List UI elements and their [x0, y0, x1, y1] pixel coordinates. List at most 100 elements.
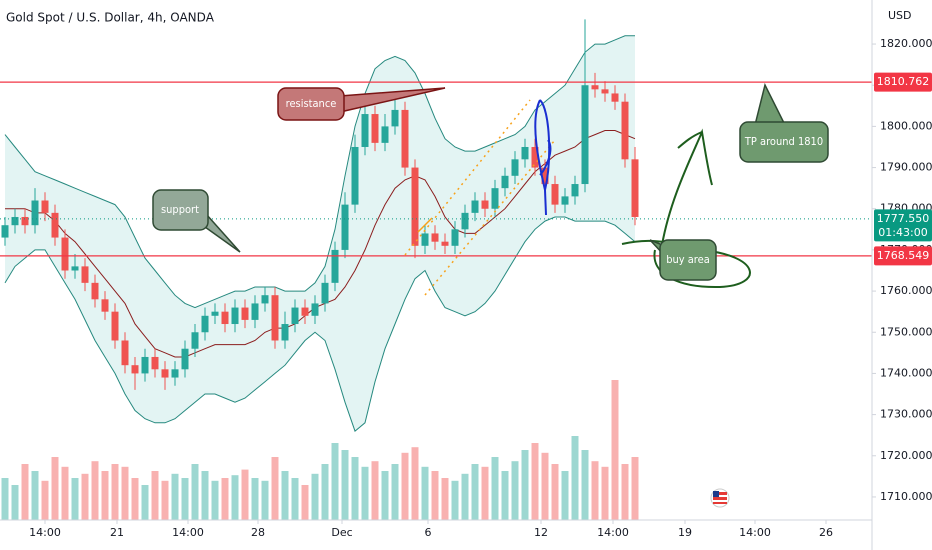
- volume-bar: [631, 457, 639, 520]
- volume-bar: [461, 473, 469, 520]
- volume-bar: [531, 443, 539, 520]
- candle-body: [291, 307, 299, 325]
- volume-bar: [21, 464, 29, 520]
- candle-body: [111, 311, 119, 341]
- volume-bar: [151, 471, 159, 520]
- candle-body: [11, 216, 19, 226]
- volume-bar: [161, 480, 169, 520]
- candle-body: [521, 146, 529, 160]
- candle-body: [171, 369, 179, 378]
- y-tick-label: 1740.000: [880, 366, 932, 379]
- volume-bar: [191, 464, 199, 520]
- candle-body: [91, 282, 99, 300]
- volume-bar: [181, 478, 189, 520]
- price-tag: [874, 72, 932, 92]
- candle-body: [251, 303, 259, 320]
- volume-bar: [621, 464, 629, 520]
- flag-stripe: [713, 492, 727, 495]
- candle-body: [241, 307, 249, 320]
- volume-bar: [541, 452, 549, 520]
- volume-bar: [441, 478, 449, 520]
- volume-bar: [321, 464, 329, 520]
- volume-bar: [401, 452, 409, 520]
- candle-body: [1, 225, 9, 238]
- volume-bar: [201, 471, 209, 520]
- volume-bar: [341, 450, 349, 520]
- candle-body: [41, 200, 49, 213]
- volume-bar: [311, 473, 319, 520]
- volume-bar: [421, 466, 429, 520]
- volume-bar: [261, 480, 269, 520]
- band-upper: [4, 35, 635, 309]
- volume-bar: [131, 478, 139, 520]
- candle-body: [401, 109, 409, 168]
- callout-box: [659, 239, 717, 281]
- candle-body: [351, 146, 359, 205]
- y-tick-label: 1760.000: [880, 284, 932, 297]
- x-tick-label: 14:00: [739, 526, 771, 539]
- annotation: resistance: [286, 97, 337, 110]
- candle-body: [591, 85, 599, 90]
- candle-body: [491, 188, 499, 209]
- candle-body: [51, 212, 59, 238]
- volume-bar: [71, 478, 79, 520]
- volume-bar: [141, 485, 149, 520]
- candle-body: [391, 109, 399, 127]
- band-fill: [5, 35, 635, 432]
- candle-body: [581, 85, 589, 185]
- annotation: TP around 1810: [744, 135, 823, 148]
- candle-body: [601, 89, 609, 94]
- candle-body: [471, 200, 479, 213]
- candle-body: [31, 200, 39, 226]
- candle-body: [621, 101, 629, 160]
- candle-body: [161, 369, 169, 378]
- candle-body: [611, 93, 619, 102]
- candle-body: [501, 175, 509, 189]
- volume-bar: [101, 471, 109, 520]
- candle-body: [531, 146, 539, 168]
- y-tick-label: 1720.000: [880, 449, 932, 462]
- volume-bar: [81, 473, 89, 520]
- flag-stripe: [713, 502, 727, 504]
- volume-bar: [51, 457, 59, 520]
- candle-body: [341, 204, 349, 250]
- candle-body: [331, 249, 339, 283]
- flag-canton: [713, 491, 719, 497]
- volume-bar: [91, 461, 99, 520]
- candle-body: [541, 167, 549, 185]
- volume-bar: [111, 464, 119, 520]
- y-tick-label: 1800.000: [880, 119, 932, 132]
- drawings: [152, 82, 829, 296]
- volume-bar: [521, 450, 529, 520]
- price-tag-label: 1810.762: [877, 75, 930, 88]
- volume-bar: [11, 485, 19, 520]
- candle-body: [271, 295, 279, 341]
- candle-body: [261, 295, 269, 304]
- volume-bar: [331, 443, 339, 520]
- event-flag: [710, 488, 730, 508]
- price-tag-label: 1777.550: [877, 212, 930, 225]
- volume-bar: [591, 461, 599, 520]
- band-lower: [4, 216, 636, 432]
- volume-bar: [291, 478, 299, 520]
- candle-body: [411, 167, 419, 246]
- candle-body: [571, 184, 579, 197]
- tp-arrow: [661, 128, 713, 246]
- candle-body: [301, 307, 309, 316]
- volume-bar: [481, 466, 489, 520]
- candle-body: [511, 159, 519, 176]
- x-tick-label: 21: [110, 526, 124, 539]
- y-tick-label: 1790.000: [880, 161, 932, 174]
- flag-stripe: [713, 497, 727, 500]
- candle-body: [631, 159, 639, 217]
- candle-body: [361, 114, 369, 147]
- volume-bar: [451, 480, 459, 520]
- x-tick-label: 14:00: [597, 526, 629, 539]
- volume-bar: [561, 471, 569, 520]
- x-tick-label: 14:00: [29, 526, 61, 539]
- volume-bar: [471, 464, 479, 520]
- candle-body: [101, 299, 109, 312]
- volume-bar: [41, 480, 49, 520]
- candle-body: [451, 229, 459, 246]
- volume-bar: [121, 466, 129, 520]
